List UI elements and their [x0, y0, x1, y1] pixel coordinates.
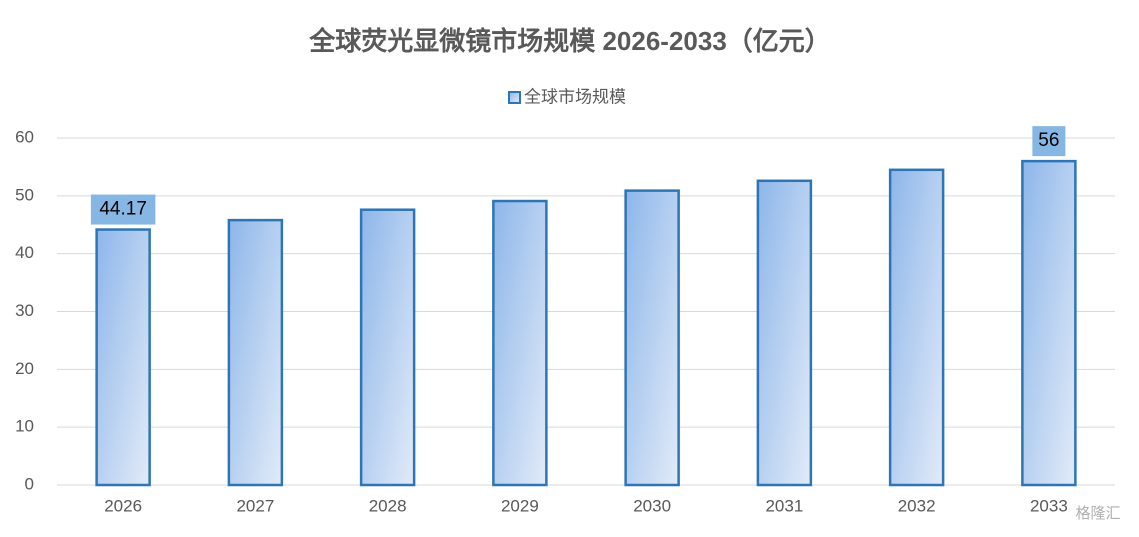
bar	[888, 168, 945, 487]
bar	[756, 179, 813, 487]
bar	[492, 199, 548, 487]
x-tick-label: 2032	[898, 496, 936, 515]
y-tick-label: 60	[15, 127, 34, 146]
legend-label: 全球市场规模	[524, 87, 626, 106]
x-tick-label: 2031	[765, 496, 803, 515]
y-tick-label: 30	[15, 301, 34, 320]
legend-swatch	[508, 91, 521, 104]
y-tick-label: 20	[15, 359, 34, 378]
data-label: 44.17	[99, 199, 147, 220]
x-tick-label: 2027	[236, 496, 274, 515]
bar	[359, 208, 416, 487]
y-tick-label: 50	[15, 185, 34, 204]
bar	[227, 218, 284, 487]
data-label-box	[1032, 126, 1066, 157]
x-tick-label: 2030	[633, 496, 671, 515]
x-tick-label: 2029	[501, 496, 539, 515]
bar	[95, 228, 151, 487]
x-tick-label: 2028	[369, 496, 407, 515]
data-label-box	[90, 194, 156, 225]
y-tick-label: 0	[25, 474, 34, 493]
data-label: 56	[1038, 130, 1059, 151]
y-tick-label: 40	[15, 243, 34, 262]
chart-title: 全球荧光显微镜市场规模 2026-2033（亿元）	[308, 26, 831, 56]
y-tick-label: 10	[15, 417, 34, 436]
x-tick-label: 2033	[1030, 496, 1068, 515]
bar	[624, 189, 680, 487]
bar	[1021, 159, 1077, 487]
x-tick-label: 2026	[104, 496, 142, 515]
watermark: 格隆汇	[1075, 505, 1120, 522]
